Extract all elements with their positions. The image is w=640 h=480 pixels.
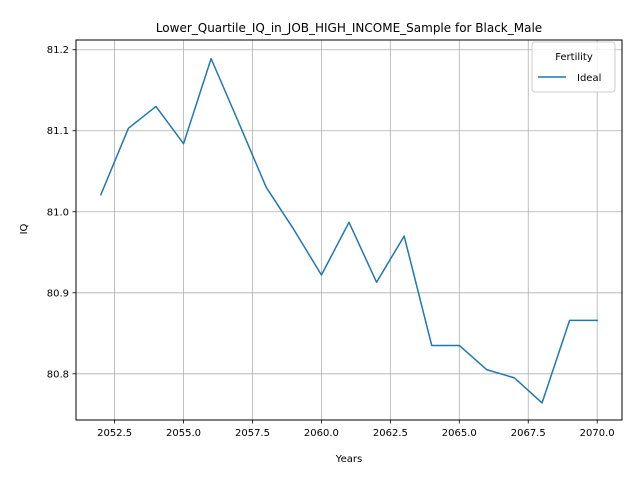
x-tick-label: 2065.0 [442, 428, 477, 439]
x-tick-label: 2062.5 [373, 428, 408, 439]
x-tick-label: 2067.5 [511, 428, 546, 439]
y-tick-label: 80.9 [47, 288, 69, 299]
y-tick-label: 80.8 [47, 369, 69, 380]
legend-title: Fertility [555, 52, 593, 63]
legend-label-ideal: Ideal [577, 73, 601, 84]
chart-title: Lower_Quartile_IQ_in_JOB_HIGH_INCOME_Sam… [156, 21, 542, 35]
x-tick-label: 2057.5 [235, 428, 270, 439]
series-layer [99, 57, 598, 404]
legend-box [531, 41, 616, 93]
x-tick-label: 2060.0 [304, 428, 339, 439]
y-tick-label: 81.1 [47, 126, 69, 137]
x-tick-label: 2070.0 [580, 428, 615, 439]
y-tick-label: 81.2 [47, 45, 69, 56]
series-line-ideal [99, 57, 598, 404]
x-tick-label: 2055.0 [166, 428, 201, 439]
y-tick-label: 81.0 [47, 207, 69, 218]
legend: Fertility Ideal [531, 41, 616, 93]
y-axis-label: IQ [19, 223, 30, 234]
grid [76, 40, 622, 420]
plot-frame [75, 39, 623, 421]
x-tick-label: 2052.5 [97, 428, 132, 439]
y-axis-ticks: 80.8 80.9 81.0 81.1 81.2 [47, 45, 76, 380]
x-axis-ticks: 2052.5 2055.0 2057.5 2060.0 2062.5 2065.0 2067… [97, 420, 615, 439]
x-axis-label: Years [335, 454, 362, 465]
